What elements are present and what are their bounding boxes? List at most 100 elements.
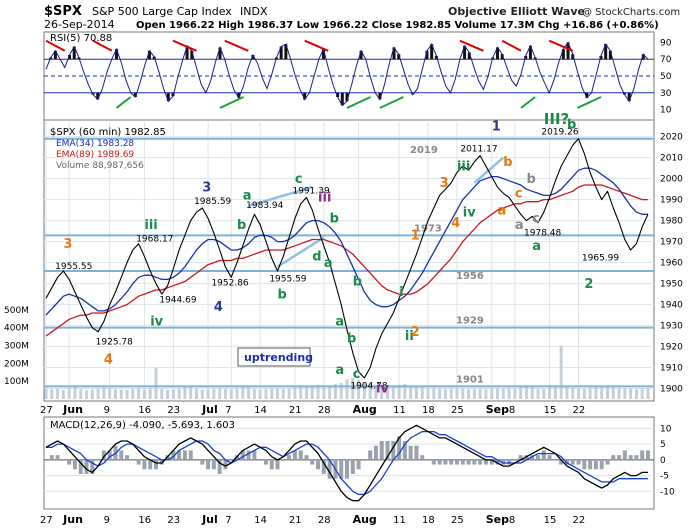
macd-histogram-bar bbox=[292, 450, 297, 460]
macd-histogram-bar bbox=[321, 459, 326, 474]
volume-bar bbox=[61, 390, 65, 399]
volume-bar bbox=[391, 386, 395, 399]
price-value-label: 1968.17 bbox=[136, 235, 173, 245]
lower-channel-line bbox=[276, 236, 325, 268]
volume-bar bbox=[420, 387, 424, 399]
volume-bar bbox=[166, 389, 170, 399]
volume-bar bbox=[559, 345, 563, 399]
macd-histogram-bar bbox=[84, 459, 89, 474]
ema89-label: EMA(89) 1989.69 bbox=[56, 150, 134, 160]
wave-label: d bbox=[312, 250, 321, 265]
volume-bar bbox=[113, 389, 117, 399]
price-tick-label: 2020 bbox=[660, 133, 683, 143]
rsi-bullish-divergence-line bbox=[577, 96, 602, 109]
rsi-bearish-divergence-line bbox=[92, 39, 113, 52]
price-panel-frame bbox=[43, 119, 655, 402]
macd-histogram-bar bbox=[153, 459, 158, 470]
uptrending-box bbox=[237, 347, 311, 367]
x-tick-label-bottom: Jun bbox=[62, 513, 83, 526]
level-label-1901: 1901 bbox=[456, 374, 484, 385]
wave-label: 4 bbox=[214, 300, 223, 315]
volume-bar bbox=[617, 387, 621, 399]
volume-bar bbox=[339, 382, 343, 399]
wave-label: iii bbox=[318, 191, 331, 206]
volume-bar bbox=[183, 387, 187, 399]
price-value-label: 1955.55 bbox=[55, 262, 92, 272]
wave-label: a bbox=[243, 189, 252, 204]
macd-histogram-bar bbox=[49, 455, 54, 460]
volume-tick-label: 500M bbox=[4, 306, 29, 316]
macd-histogram-bar bbox=[211, 459, 216, 470]
macd-histogram-bar bbox=[316, 459, 321, 470]
level-label-1929: 1929 bbox=[456, 316, 484, 327]
level-label-1956: 1956 bbox=[456, 271, 484, 282]
volume-bar bbox=[588, 387, 592, 399]
macd-histogram-bar bbox=[223, 459, 228, 470]
macd-histogram-bar bbox=[385, 441, 390, 460]
rsi-layer bbox=[44, 39, 654, 109]
macd-histogram-bar bbox=[420, 455, 425, 460]
x-tick-label-bottom: 18 bbox=[422, 515, 435, 526]
volume-bar bbox=[530, 386, 534, 399]
rsi-bearish-divergence-line bbox=[172, 39, 197, 52]
volume-bar bbox=[524, 386, 528, 399]
volume-bar bbox=[212, 388, 216, 399]
x-tick-label-top: Sep bbox=[486, 403, 509, 416]
macd-histogram-bar bbox=[617, 455, 622, 460]
macd-histogram-bar bbox=[483, 459, 488, 465]
macd-histogram-bar bbox=[373, 445, 378, 460]
wave-label: b bbox=[526, 172, 535, 187]
x-tick-label-bottom: Aug bbox=[353, 513, 377, 526]
volume-bar bbox=[536, 388, 540, 399]
volume-bar bbox=[507, 388, 511, 399]
price-tick-label: 1990 bbox=[660, 196, 683, 206]
rsi-bullish-divergence-line bbox=[520, 96, 536, 109]
x-tick-label-top: 7 bbox=[225, 405, 231, 416]
price-value-label: 1965.99 bbox=[582, 254, 619, 264]
volume-bar bbox=[362, 382, 366, 399]
volume-bar bbox=[229, 389, 233, 399]
volume-bar bbox=[218, 387, 222, 399]
x-tick-label-bottom: 21 bbox=[289, 515, 302, 526]
volume-bar bbox=[67, 387, 71, 399]
price-value-label: 1978.48 bbox=[524, 228, 561, 238]
volume-bar bbox=[142, 389, 146, 399]
level-label-1973: 1973 bbox=[414, 223, 442, 234]
macd-histogram-bar bbox=[402, 441, 407, 460]
volume-bar bbox=[108, 388, 112, 399]
price-value-label: 1983.94 bbox=[246, 201, 283, 211]
x-tick-label-top: Jul bbox=[201, 403, 218, 416]
macd-histogram-bar bbox=[408, 445, 413, 460]
volume-bar bbox=[386, 386, 390, 399]
price-value-label: 1955.59 bbox=[269, 274, 306, 284]
macd-histogram-bar bbox=[269, 459, 274, 470]
rsi-tick-label: 70 bbox=[660, 55, 672, 65]
macd-histogram-bar bbox=[356, 459, 361, 470]
macd-histogram-bar bbox=[518, 455, 523, 460]
wave-label: iii bbox=[457, 159, 470, 174]
volume-bar bbox=[565, 386, 569, 399]
macd-histogram-bar bbox=[252, 450, 257, 460]
volume-bar bbox=[368, 383, 372, 399]
ema34-line bbox=[45, 167, 648, 316]
macd-histogram-bar bbox=[391, 441, 396, 460]
macd-histogram-bar bbox=[582, 459, 587, 470]
volume-bar bbox=[542, 388, 546, 399]
macd-histogram-bar bbox=[634, 455, 639, 460]
macd-histogram-bar bbox=[171, 450, 176, 460]
macd-histogram-bar bbox=[414, 445, 419, 460]
volume-bar bbox=[56, 388, 60, 399]
volume-bar bbox=[357, 380, 361, 399]
volume-bar bbox=[310, 385, 314, 399]
x-tick-label-bottom: 8 bbox=[509, 515, 515, 526]
macd-histogram-bar bbox=[188, 450, 193, 460]
wave-label: b bbox=[353, 275, 362, 290]
macd-tick-label: 5 bbox=[660, 440, 666, 450]
brand-label: Objective Elliott Wave bbox=[448, 5, 585, 18]
x-tick-label-top: 11 bbox=[393, 405, 406, 416]
macd-histogram-bar bbox=[327, 459, 332, 479]
x-tick-label-top: 23 bbox=[167, 405, 180, 416]
x-tick-label-bottom: 23 bbox=[167, 515, 180, 526]
price-tick-label: 2010 bbox=[660, 154, 683, 164]
